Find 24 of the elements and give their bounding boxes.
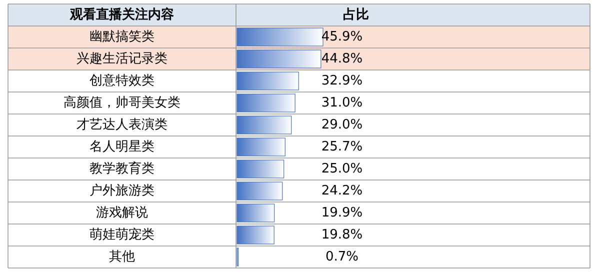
value-label: 19.9% xyxy=(321,206,363,220)
category: 幽默搞笑类 xyxy=(90,30,154,44)
value-label: 31.0% xyxy=(321,96,363,110)
value-label: 45.9% xyxy=(321,30,363,44)
category: 游戏解说 xyxy=(96,206,148,220)
category: 户外旅游类 xyxy=(90,184,154,198)
category: 教学教育类 xyxy=(90,162,154,176)
category: 创意特效类 xyxy=(90,74,154,88)
category: 萌娃萌宠类 xyxy=(90,228,154,242)
value-label: 25.7% xyxy=(321,140,363,154)
category: 兴趣生活记录类 xyxy=(76,52,168,66)
value-label: 25.0% xyxy=(321,162,363,176)
value-label: 44.8% xyxy=(321,52,363,66)
category: 名人明星类 xyxy=(90,140,154,154)
annotation: 占比 xyxy=(343,8,369,22)
value-label: 19.8% xyxy=(321,228,363,242)
value-label: 0.7% xyxy=(325,250,359,264)
value-label: 29.0% xyxy=(321,118,363,132)
value-label: 24.2% xyxy=(321,184,363,198)
category: 才艺达人表演类 xyxy=(76,118,168,132)
value-label: 32.9% xyxy=(321,74,363,88)
ylabel: 观看直播关注内容 xyxy=(70,8,174,22)
category: 其他 xyxy=(109,250,135,264)
category: 高颜值，帅哥美女类 xyxy=(64,96,180,110)
